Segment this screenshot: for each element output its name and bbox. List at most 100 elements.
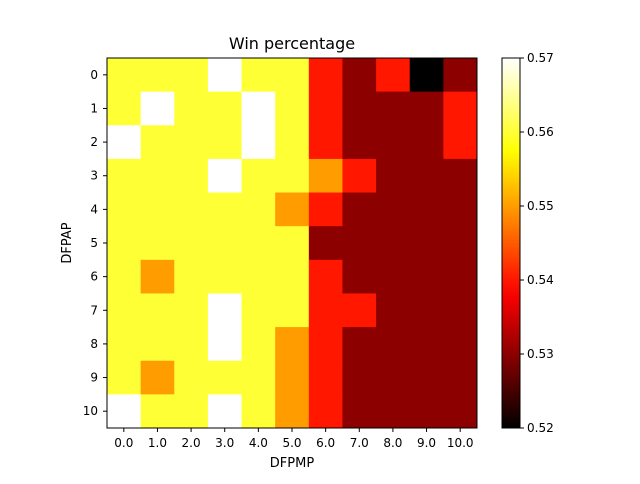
heatmap-cell bbox=[174, 226, 209, 261]
heatmap-cell bbox=[107, 125, 142, 160]
heatmap-cell bbox=[443, 360, 478, 395]
heatmap-cell bbox=[140, 58, 175, 93]
heatmap-cell bbox=[174, 192, 209, 227]
heatmap-cell bbox=[140, 192, 175, 227]
x-tick-label: 4.0 bbox=[249, 436, 268, 450]
heatmap-cell bbox=[275, 360, 310, 395]
heatmap-cell bbox=[275, 293, 310, 328]
heatmap-cell bbox=[342, 58, 377, 93]
x-tick-label: 10.0 bbox=[447, 436, 474, 450]
heatmap-cell bbox=[308, 125, 343, 160]
heatmap-cell bbox=[308, 293, 343, 328]
heatmap-cell bbox=[275, 158, 310, 194]
colorbar: 0.52 0.53 0.54 0.55 0.56 0.57 bbox=[501, 51, 554, 435]
heatmap-cell bbox=[342, 259, 377, 294]
heatmap-cell bbox=[376, 327, 411, 362]
heatmap-cell bbox=[140, 125, 175, 160]
heatmap-cell bbox=[174, 394, 209, 429]
heatmap-cell bbox=[140, 226, 175, 261]
x-tick-label: 8.0 bbox=[383, 436, 402, 450]
y-tick-label: 8 bbox=[90, 337, 98, 351]
heatmap-cell bbox=[376, 58, 411, 93]
heatmap-cell bbox=[443, 192, 478, 227]
heatmap-cell bbox=[174, 327, 209, 362]
heatmap-cell bbox=[443, 58, 478, 93]
heatmap-cell bbox=[174, 58, 209, 93]
heatmap-cell bbox=[308, 91, 343, 126]
heatmap-cell bbox=[409, 226, 444, 261]
heatmap-cell bbox=[409, 394, 444, 429]
heatmap-cell bbox=[308, 226, 343, 261]
x-tick-label: 5.0 bbox=[282, 436, 301, 450]
heatmap-cell bbox=[409, 259, 444, 294]
y-tick-label: 6 bbox=[90, 270, 98, 284]
y-tick-label: 4 bbox=[90, 202, 98, 216]
heatmap-cell bbox=[409, 125, 444, 160]
colorbar-tick-label: 0.55 bbox=[527, 199, 554, 213]
heatmap-cell bbox=[409, 360, 444, 395]
y-tick-label: 2 bbox=[90, 135, 98, 149]
colorbar-tick-label: 0.57 bbox=[527, 51, 554, 65]
heatmap-cell bbox=[241, 293, 276, 328]
heatmap-cell bbox=[342, 293, 377, 328]
heatmap-cell bbox=[275, 125, 310, 160]
heatmap-cell bbox=[308, 192, 343, 227]
heatmap-cell bbox=[241, 226, 276, 261]
heatmap-cell bbox=[275, 192, 310, 227]
heatmap-cell bbox=[174, 125, 209, 160]
heatmap-cell bbox=[308, 259, 343, 294]
heatmap-cell bbox=[241, 259, 276, 294]
heatmap-cell bbox=[342, 158, 377, 194]
heatmap-cell bbox=[140, 259, 175, 294]
heatmap-cell bbox=[174, 158, 209, 194]
heatmap-cell bbox=[275, 259, 310, 294]
heatmap-cell bbox=[342, 192, 377, 227]
heatmap-cell bbox=[443, 125, 478, 160]
y-tick-label: 3 bbox=[90, 169, 98, 183]
heatmap-cell bbox=[409, 192, 444, 227]
heatmap-cell bbox=[140, 293, 175, 328]
heatmap-cell bbox=[174, 293, 209, 328]
heatmap-cell bbox=[107, 360, 142, 395]
heatmap-cell bbox=[308, 394, 343, 429]
heatmap-cell bbox=[174, 259, 209, 294]
x-tick-label: 9.0 bbox=[417, 436, 436, 450]
heatmap-cell bbox=[140, 158, 175, 194]
heatmap-cell bbox=[376, 91, 411, 126]
colorbar-gradient bbox=[501, 57, 521, 429]
heatmap-cell bbox=[443, 226, 478, 261]
heatmap-cell bbox=[241, 394, 276, 429]
heatmap-cell bbox=[409, 293, 444, 328]
heatmap-cell bbox=[443, 394, 478, 429]
heatmap-cell bbox=[308, 158, 343, 194]
heatmap-cell bbox=[376, 125, 411, 160]
heatmap-cell bbox=[308, 360, 343, 395]
colorbar-tick-label: 0.54 bbox=[527, 273, 554, 287]
y-tick-label: 0 bbox=[90, 68, 98, 82]
heatmap-cell bbox=[107, 293, 142, 328]
heatmap-cell bbox=[275, 58, 310, 93]
heatmap-cell bbox=[241, 91, 276, 126]
x-tick-label: 0.0 bbox=[114, 436, 133, 450]
heatmap-cell bbox=[275, 394, 310, 429]
colorbar-tick-label: 0.53 bbox=[527, 347, 554, 361]
heatmap-cell bbox=[275, 226, 310, 261]
y-axis-label: DFPAP bbox=[60, 222, 75, 263]
heatmap-cell bbox=[443, 293, 478, 328]
heatmap-cell bbox=[443, 327, 478, 362]
heatmap-cell bbox=[443, 91, 478, 126]
heatmap-cell bbox=[241, 58, 276, 93]
y-tick-label: 10 bbox=[83, 404, 98, 418]
heatmap-cell bbox=[275, 327, 310, 362]
heatmap-cell bbox=[376, 192, 411, 227]
colorbar-tick-label: 0.56 bbox=[527, 125, 554, 139]
x-tick-label: 6.0 bbox=[316, 436, 335, 450]
heatmap-cell bbox=[409, 327, 444, 362]
heatmap-cell bbox=[174, 91, 209, 126]
heatmap-cell bbox=[409, 91, 444, 126]
colorbar-tick-label: 0.52 bbox=[527, 421, 554, 435]
y-tick-label: 7 bbox=[90, 303, 98, 317]
heatmap-cell bbox=[376, 226, 411, 261]
x-tick-label: 7.0 bbox=[350, 436, 369, 450]
heatmap-cell bbox=[342, 394, 377, 429]
